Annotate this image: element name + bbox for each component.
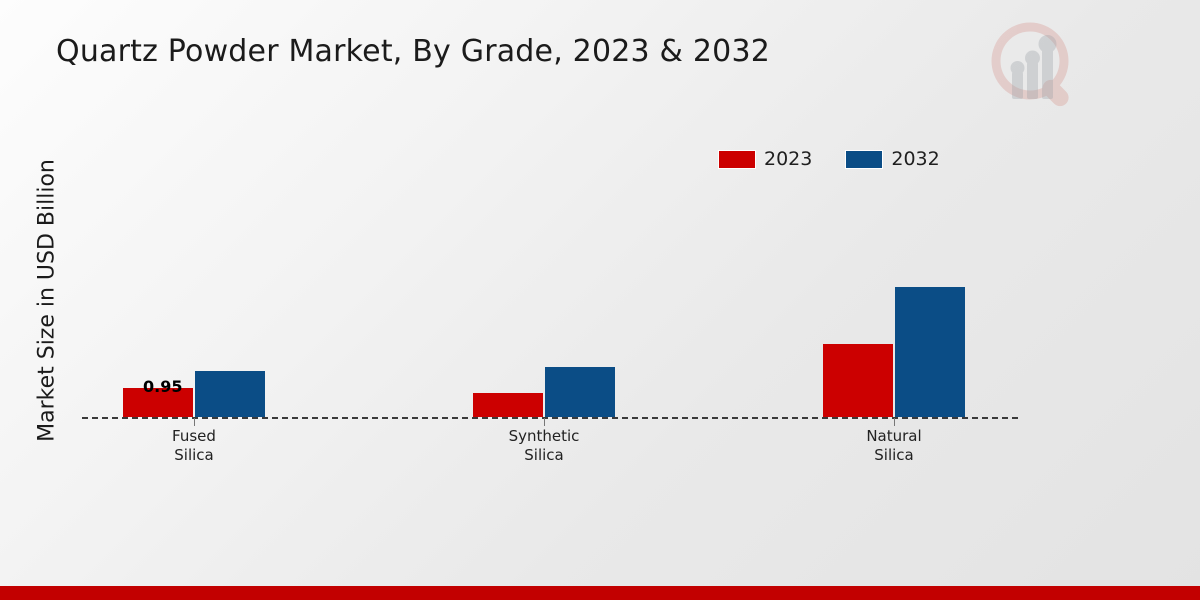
category-label-natural-silica: Natural Silica bbox=[866, 427, 922, 464]
category-label-synthetic-silica: Synthetic Silica bbox=[508, 427, 580, 464]
legend-swatch-2023 bbox=[718, 149, 756, 169]
bar-2032-synthetic-silica[interactable] bbox=[545, 367, 615, 417]
chart-title: Quartz Powder Market, By Grade, 2023 & 2… bbox=[56, 34, 771, 69]
footer-accent-bar bbox=[0, 586, 1200, 600]
legend-swatch-2032 bbox=[845, 149, 884, 169]
chart-legend: 2023 2032 bbox=[718, 148, 940, 170]
bar-2032-natural-silica[interactable] bbox=[895, 287, 965, 417]
legend-item-2023[interactable]: 2023 bbox=[718, 148, 812, 170]
watermark-logo-icon bbox=[985, 16, 1085, 116]
axis-tick-synthetic-silica bbox=[544, 418, 545, 426]
bar-2023-natural-silica[interactable] bbox=[823, 344, 893, 417]
axis-tick-natural-silica bbox=[894, 418, 895, 426]
legend-item-2032[interactable]: 2032 bbox=[845, 148, 940, 170]
legend-label-2023: 2023 bbox=[764, 148, 813, 170]
bar-2032-fused-silica[interactable] bbox=[195, 371, 265, 417]
axis-tick-fused-silica bbox=[194, 418, 195, 426]
data-label-2023-fused-silica: 0.95 bbox=[143, 377, 183, 396]
category-label-fused-silica: Fused Silica bbox=[172, 427, 216, 464]
axis-baseline bbox=[82, 417, 1018, 419]
legend-label-2032: 2032 bbox=[891, 148, 940, 170]
bar-2023-synthetic-silica[interactable] bbox=[473, 393, 543, 417]
bar-2023-fused-silica[interactable] bbox=[123, 388, 193, 417]
